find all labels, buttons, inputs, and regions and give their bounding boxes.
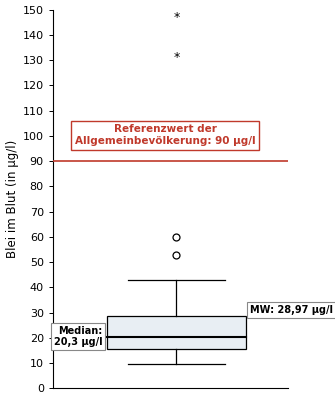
Text: *: *	[173, 51, 180, 64]
Y-axis label: Blei im Blut (in µg/l): Blei im Blut (in µg/l)	[6, 140, 18, 258]
FancyBboxPatch shape	[107, 316, 246, 349]
Text: *: *	[173, 11, 180, 24]
Text: Referenzwert der
Allgemeinbevölkerung: 90 µg/l: Referenzwert der Allgemeinbevölkerung: 9…	[75, 124, 255, 146]
Text: Median:
20,3 µg/l: Median: 20,3 µg/l	[54, 326, 102, 348]
Text: MW: 28,97 µg/l: MW: 28,97 µg/l	[250, 305, 333, 315]
